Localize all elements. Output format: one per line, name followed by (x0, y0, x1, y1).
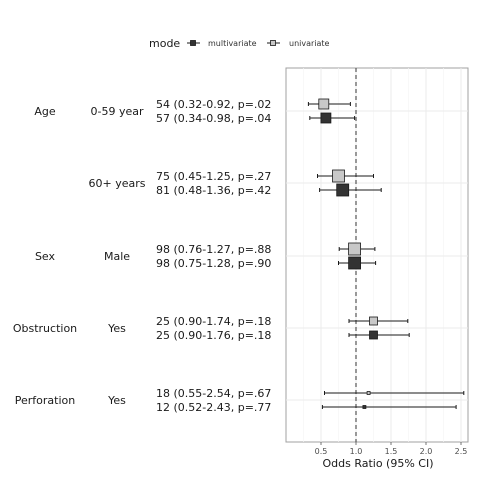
multivariate-point (336, 183, 350, 197)
estimate-label-univariate: 18 (0.55-2.54, p=.67 (156, 387, 271, 400)
x-tick-label: 2.0 (420, 447, 433, 456)
estimate-label-univariate: 98 (0.76-1.27, p=.88 (156, 243, 271, 256)
data-marks (307, 98, 465, 409)
estimate-label-univariate: 25 (0.90-1.74, p=.18 (156, 315, 271, 328)
estimate-label-univariate: 75 (0.45-1.25, p=.27 (156, 170, 271, 183)
multivariate-point (362, 405, 367, 409)
estimate-label-multivariate: 25 (0.90-1.76, p=.18 (156, 329, 271, 342)
level-label: Male (104, 250, 130, 263)
variable-label: Age (34, 105, 56, 118)
legend-title: mode (149, 37, 180, 50)
x-tick-label: 2.5 (455, 447, 468, 456)
univariate-point (332, 169, 345, 183)
univariate-point (366, 391, 371, 395)
x-axis-ticks: 0.5 1.0 1.5 2.0 2.5 (315, 442, 468, 456)
multivariate-point (369, 330, 378, 340)
estimate-label-multivariate: 12 (0.52-2.43, p=.77 (156, 401, 271, 414)
univariate-point (348, 242, 362, 256)
x-tick-label: 1.0 (350, 447, 363, 456)
x-tick-label: 1.5 (385, 447, 398, 456)
legend-key-univariate (270, 40, 276, 46)
panel-border (285, 67, 469, 443)
estimate-label-multivariate: 81 (0.48-1.36, p=.42 (156, 184, 271, 197)
gridlines (286, 68, 468, 442)
plot-panel (285, 67, 469, 443)
univariate-point (369, 316, 378, 326)
legend-label-univariate: univariate (289, 39, 330, 48)
estimate-label-multivariate: 57 (0.34-0.98, p=.04 (156, 112, 271, 125)
multivariate-point (348, 256, 362, 270)
legend: mode multivariate univariate (149, 37, 330, 50)
estimate-label-multivariate: 98 (0.75-1.28, p=.90 (156, 257, 271, 270)
x-axis-title: Odds Ratio (95% CI) (322, 457, 433, 470)
level-label: 0-59 year (90, 105, 143, 118)
x-tick-label: 0.5 (315, 447, 328, 456)
variable-label: Obstruction (13, 322, 77, 335)
variable-label: Sex (35, 250, 56, 263)
univariate-point (318, 98, 330, 110)
variable-label: Perforation (15, 394, 75, 407)
estimate-label-univariate: 54 (0.32-0.92, p=.02 (156, 98, 271, 111)
legend-label-multivariate: multivariate (208, 39, 257, 48)
multivariate-point (320, 112, 332, 124)
level-label: 60+ years (89, 177, 146, 190)
legend-key-multivariate (190, 40, 196, 46)
level-label: Yes (107, 322, 126, 335)
level-label: Yes (107, 394, 126, 407)
